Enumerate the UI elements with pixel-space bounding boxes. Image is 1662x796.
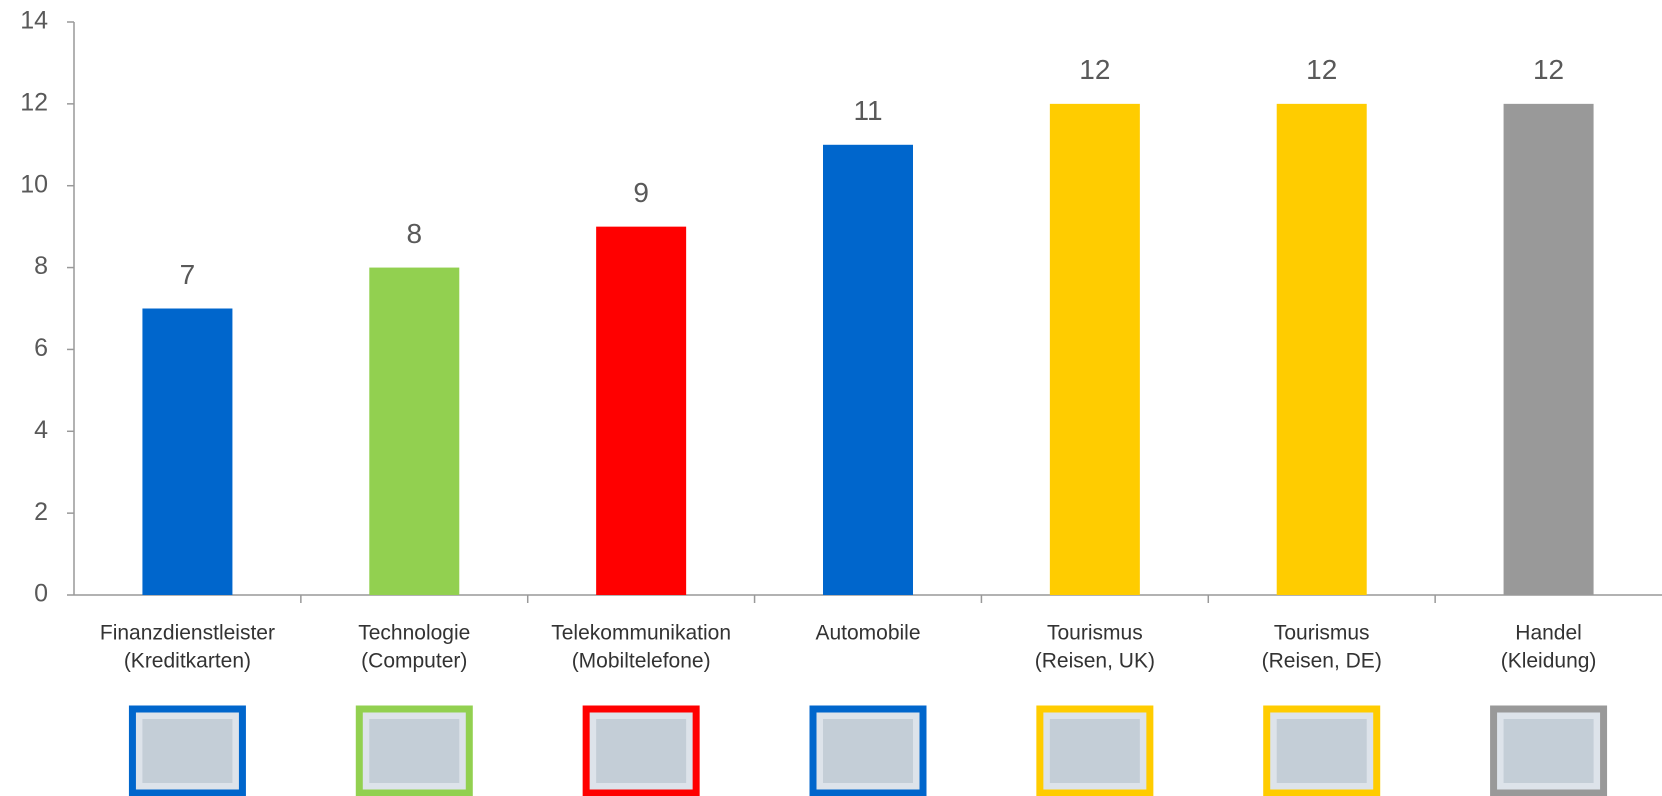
bar: [823, 145, 913, 595]
x-tick-label: (Mobiltelefone): [572, 650, 711, 673]
bar: [596, 227, 686, 595]
x-tick-label: (Kreditkarten): [124, 650, 251, 673]
y-tick-label: 10: [20, 170, 48, 198]
value-label: 7: [180, 259, 196, 290]
x-tick-label: Technologie: [358, 622, 470, 645]
value-label: 11: [853, 95, 882, 126]
y-tick-label: 8: [34, 252, 48, 280]
category-icon: [1277, 719, 1367, 783]
x-tick-label: Finanzdienstleister: [100, 622, 275, 645]
y-tick-label: 0: [34, 580, 48, 608]
x-tick-label: Tourismus: [1047, 622, 1143, 645]
value-label: 9: [633, 177, 649, 208]
bar: [1050, 104, 1140, 595]
category-icon: [369, 719, 459, 783]
bar: [1277, 104, 1367, 595]
bar: [142, 309, 232, 596]
value-label: 8: [406, 218, 422, 249]
category-icon: [596, 719, 686, 783]
x-tick-label: Telekommunikation: [551, 622, 731, 645]
y-tick-label: 6: [34, 334, 48, 362]
y-tick-label: 2: [34, 498, 48, 526]
bar: [1504, 104, 1594, 595]
y-tick-label: 4: [34, 416, 48, 444]
x-tick-label: (Reisen, UK): [1035, 650, 1155, 673]
y-tick-label: 12: [20, 88, 48, 116]
value-label: 12: [1079, 54, 1110, 85]
category-icon: [142, 719, 232, 783]
x-tick-label: (Computer): [361, 650, 467, 673]
x-tick-label: (Reisen, DE): [1262, 650, 1382, 673]
category-icon: [1504, 719, 1594, 783]
chart: 0 2 4 6 8 10 12 14 7 Finanzdienstleister (Kreditka…: [0, 0, 1662, 796]
category-icon: [1050, 719, 1140, 783]
category-icon: [823, 719, 913, 783]
x-tick-label: (Kleidung): [1501, 650, 1597, 673]
bar: [369, 268, 459, 595]
page: 0 2 4 6 8 10 12 14 7 Finanzdienstleister (Kreditka…: [0, 0, 1662, 796]
x-tick-label: Tourismus: [1274, 622, 1370, 645]
y-tick-label: 14: [20, 7, 48, 35]
value-label: 12: [1533, 54, 1564, 85]
x-tick-label: Handel: [1515, 622, 1582, 645]
value-label: 12: [1306, 54, 1337, 85]
x-tick-label: Automobile: [815, 622, 920, 645]
